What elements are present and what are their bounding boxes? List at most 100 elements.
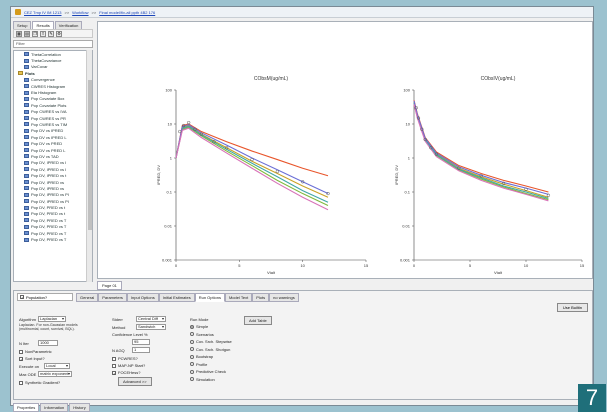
tab-plots[interactable]: Plots bbox=[252, 293, 270, 302]
tree-item[interactable]: Pop DV, PRED vs t bbox=[14, 211, 92, 217]
copy-icon[interactable]: ❐ bbox=[32, 30, 38, 37]
execute-on-select[interactable]: Local bbox=[44, 363, 70, 369]
tab-initial-estimates[interactable]: Initial Estimates bbox=[158, 293, 195, 302]
map-np-checkbox[interactable] bbox=[112, 363, 116, 368]
tree-item[interactable]: VarCovar bbox=[14, 64, 92, 70]
tree-item[interactable]: Convergence bbox=[14, 77, 92, 83]
sort-input-checkbox[interactable] bbox=[19, 356, 23, 361]
tab-general[interactable]: General bbox=[76, 293, 99, 302]
tab-parameters[interactable]: Parameters bbox=[98, 293, 127, 302]
nonparametric-checkbox[interactable] bbox=[19, 349, 23, 354]
run-mode-radio[interactable] bbox=[190, 339, 194, 344]
tree-item[interactable]: ThetaCorrelation bbox=[14, 51, 92, 57]
breadcrumb-item-model[interactable]: Final model/fiv-all ppth 4B2 176 bbox=[99, 9, 156, 15]
tree-item[interactable]: CWRES Histogram bbox=[14, 83, 92, 89]
tree-item[interactable]: Pop DV vs TAD bbox=[14, 153, 92, 159]
pcwres-checkbox[interactable] bbox=[112, 356, 116, 361]
run-mode-option[interactable]: Cov. Srch. Stepwise bbox=[190, 339, 232, 344]
tree-item[interactable]: Pop DV vs PRED L bbox=[14, 147, 92, 153]
sort-input-option[interactable]: Sort Input? bbox=[19, 356, 45, 361]
stderr-select[interactable]: Central Diff bbox=[136, 316, 166, 322]
tree-item[interactable]: Pop DV, PRED vs T bbox=[14, 230, 92, 236]
filter-input[interactable]: Filter bbox=[13, 40, 93, 48]
run-mode-option[interactable]: Profile bbox=[190, 362, 207, 367]
advanced-button[interactable]: Advanced >> bbox=[118, 377, 152, 386]
tree-item[interactable]: Pop DV, PRED vs T bbox=[14, 236, 92, 242]
population-toggle[interactable]: Population? bbox=[17, 293, 73, 301]
run-mode-radio[interactable] bbox=[190, 347, 194, 351]
tab-history[interactable]: History bbox=[69, 403, 90, 412]
use-builtin-button[interactable]: Use Builtin bbox=[556, 303, 588, 312]
tab-model-text[interactable]: Model Text bbox=[224, 293, 253, 302]
confidence-input[interactable]: 95 bbox=[132, 339, 150, 345]
chart-icon bbox=[24, 116, 29, 121]
tree-item[interactable]: Pop DV, PRED vs t bbox=[14, 204, 92, 210]
tree-item[interactable]: Eta Histogram bbox=[14, 89, 92, 95]
settings-icon[interactable]: ⚙ bbox=[56, 30, 62, 37]
run-mode-option[interactable]: Simple bbox=[190, 324, 208, 329]
n-iter-input[interactable]: 1000 bbox=[38, 340, 58, 346]
synthetic-gradient-option[interactable]: Synthetic Gradient? bbox=[19, 380, 60, 385]
tab-input-options[interactable]: Input Options bbox=[126, 293, 159, 302]
tree-section[interactable]: Plots bbox=[14, 70, 92, 76]
table-icon[interactable]: ▤ bbox=[24, 30, 30, 37]
tab-properties[interactable]: Properties bbox=[13, 403, 40, 412]
tree-item[interactable]: Pop DV, IPRED vs bbox=[14, 179, 92, 185]
run-mode-option[interactable]: Predictive Check bbox=[190, 369, 226, 374]
method-select[interactable]: Sandwich bbox=[136, 324, 166, 330]
population-checkbox[interactable] bbox=[20, 295, 24, 299]
tree-item[interactable]: Pop DV, IPRED vs I bbox=[14, 160, 92, 166]
run-mode-option[interactable]: Scenarios bbox=[190, 332, 214, 337]
algorithm-select[interactable]: Laplacian bbox=[38, 316, 66, 322]
tree-scrollbar[interactable] bbox=[86, 50, 92, 282]
run-mode-option[interactable]: Bootstrap bbox=[190, 354, 213, 359]
tree-item[interactable]: Pop DV, IPRED vs PI bbox=[14, 198, 92, 204]
pcwres-option[interactable]: PCWRES? bbox=[112, 356, 138, 361]
run-mode-option[interactable]: Cov. Srch. Shotgun bbox=[190, 347, 230, 352]
run-mode-radio[interactable] bbox=[190, 362, 194, 366]
max-ode-select[interactable]: matrix exponent bbox=[38, 371, 72, 377]
nagq-input[interactable]: 1 bbox=[132, 347, 150, 353]
map-np-option[interactable]: MAP-NP Start? bbox=[112, 363, 145, 368]
tree-item[interactable]: Pop CWRES vs IVA bbox=[14, 109, 92, 115]
grid-icon[interactable]: ▦ bbox=[16, 30, 22, 37]
tree-item[interactable]: Pop DV, IPRED vs I bbox=[14, 166, 92, 172]
page-tab[interactable]: Page 01 bbox=[97, 281, 122, 290]
add-table-button[interactable]: Add Table bbox=[244, 316, 272, 325]
pin-icon[interactable]: ✎ bbox=[48, 30, 54, 37]
export-icon[interactable]: ⇪ bbox=[40, 30, 46, 37]
tree-item[interactable]: Pop Covariate Box bbox=[14, 96, 92, 102]
data-point bbox=[524, 187, 528, 191]
run-mode-radio[interactable] bbox=[190, 324, 194, 329]
tree-item[interactable]: Pop DV, PRED vs T bbox=[14, 224, 92, 230]
tab-warnings[interactable]: no warnings bbox=[269, 293, 299, 302]
run-mode-radio[interactable] bbox=[190, 369, 194, 374]
tab-run-options[interactable]: Run Options bbox=[194, 293, 225, 302]
data-point bbox=[181, 123, 186, 128]
tree-item[interactable]: Pop DV vs IPRED bbox=[14, 128, 92, 134]
breadcrumb-item-project[interactable]: CEZ Tmp IV IM 1213 bbox=[24, 9, 62, 15]
x-tick-label: 10 bbox=[300, 263, 305, 268]
scroll-thumb[interactable] bbox=[88, 80, 92, 230]
tree-item[interactable]: Pop Covariate Plots bbox=[14, 102, 92, 108]
tree-item[interactable]: ThetaCovariance bbox=[14, 57, 92, 63]
run-mode-option[interactable]: Simulation bbox=[190, 377, 215, 382]
synthetic-gradient-checkbox[interactable] bbox=[19, 380, 23, 385]
tree-item[interactable]: Pop DV, PRED vs T bbox=[14, 217, 92, 223]
chart-icon bbox=[24, 148, 29, 153]
run-mode-radio[interactable] bbox=[190, 377, 194, 381]
tree-item[interactable]: Pop CWRES vs TIM bbox=[14, 121, 92, 127]
tree-item[interactable]: Pop DV, IPRED vs bbox=[14, 185, 92, 191]
run-mode-radio[interactable] bbox=[190, 332, 194, 336]
tree-item[interactable]: Pop DV, IPRED vs PI bbox=[14, 192, 92, 198]
foce-hess-option[interactable]: FOCEHess? bbox=[112, 370, 140, 375]
nonparametric-option[interactable]: NonParametric bbox=[19, 349, 52, 354]
tree-item[interactable]: Pop DV vs PRED bbox=[14, 140, 92, 146]
run-mode-radio[interactable] bbox=[190, 354, 194, 359]
tree-item[interactable]: Pop CWRES vs PR bbox=[14, 115, 92, 121]
breadcrumb-item-workflow[interactable]: Workflow bbox=[72, 9, 89, 15]
tree-item[interactable]: Pop DV, IPRED vs t bbox=[14, 172, 92, 178]
tree-item[interactable]: Pop DV vs IPRED L bbox=[14, 134, 92, 140]
foce-hess-checkbox[interactable] bbox=[112, 370, 116, 375]
tab-information[interactable]: Information bbox=[40, 403, 69, 412]
